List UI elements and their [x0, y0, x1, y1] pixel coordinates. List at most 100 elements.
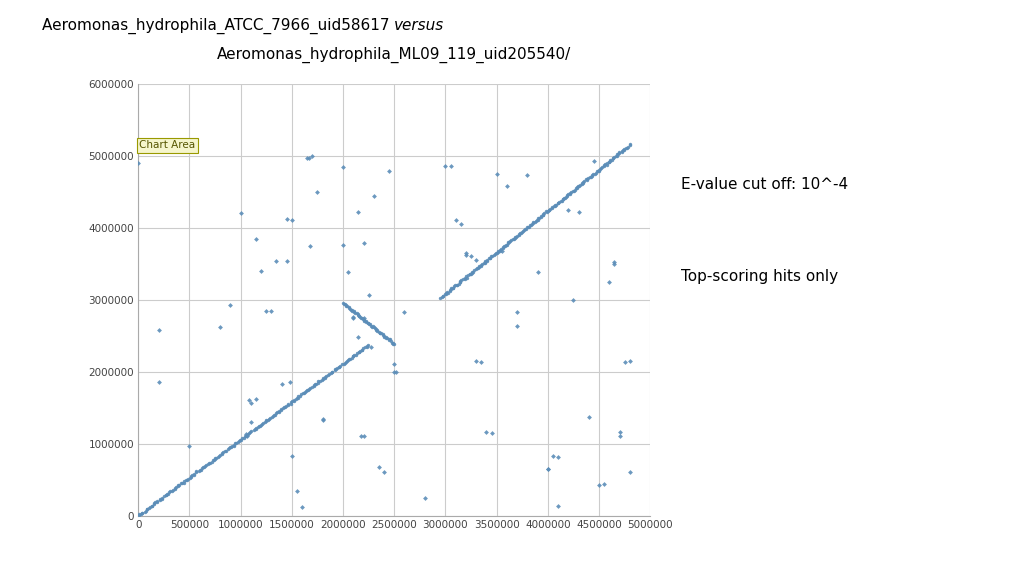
Point	[481, 253, 498, 263]
Point	[297, 387, 313, 396]
Point	[268, 256, 285, 265]
Point	[457, 273, 473, 282]
Point	[173, 479, 189, 488]
Point	[417, 494, 433, 503]
Point	[462, 270, 478, 279]
Point	[289, 395, 305, 404]
Point	[565, 187, 582, 196]
Point	[167, 484, 183, 494]
Point	[338, 301, 354, 310]
Point	[381, 335, 397, 344]
Point	[536, 210, 552, 219]
Point	[486, 250, 503, 259]
Point	[570, 208, 587, 217]
Point	[622, 140, 638, 149]
Point	[157, 492, 173, 501]
Point	[477, 257, 494, 267]
Point	[437, 162, 454, 171]
Point	[286, 396, 302, 406]
Point	[154, 494, 170, 503]
Point	[385, 339, 401, 348]
Point	[371, 463, 387, 472]
Point	[340, 303, 356, 312]
Point	[206, 456, 222, 465]
Point	[248, 234, 264, 244]
Point	[366, 323, 382, 332]
Point	[191, 466, 208, 475]
Point	[276, 402, 293, 411]
Point	[300, 385, 316, 395]
Point	[324, 367, 340, 377]
Point	[610, 150, 627, 159]
Point	[351, 313, 368, 322]
Point	[590, 167, 606, 176]
Point	[529, 267, 546, 276]
Point	[617, 143, 634, 153]
Point	[151, 326, 167, 335]
Point	[241, 428, 257, 437]
Point	[312, 376, 329, 385]
Point	[606, 260, 623, 269]
Point	[458, 248, 474, 257]
Point	[283, 397, 299, 407]
Point	[314, 374, 331, 384]
Point	[525, 218, 542, 227]
Point	[492, 246, 508, 255]
Point	[585, 170, 601, 179]
Point	[479, 255, 496, 264]
Point	[243, 417, 259, 426]
Point	[222, 443, 239, 452]
Point	[161, 488, 177, 497]
Point	[174, 479, 190, 488]
Point	[396, 308, 413, 317]
Point	[266, 410, 283, 419]
Point	[375, 329, 391, 339]
Point	[608, 151, 625, 160]
Point	[313, 376, 330, 385]
Point	[349, 310, 366, 320]
Point	[434, 293, 451, 302]
Point	[354, 345, 371, 354]
Point	[616, 145, 633, 154]
Point	[331, 363, 347, 372]
Text: Chart Area: Chart Area	[139, 141, 196, 150]
Point	[233, 435, 250, 444]
Point	[232, 209, 249, 218]
Point	[349, 310, 366, 319]
Point	[383, 336, 399, 346]
Point	[197, 463, 213, 472]
Point	[351, 347, 368, 357]
Point	[226, 439, 243, 448]
Point	[519, 170, 536, 180]
Point	[341, 354, 357, 363]
Point	[601, 278, 617, 287]
Point	[477, 259, 494, 268]
Point	[524, 219, 541, 228]
Point	[535, 211, 551, 220]
Point	[241, 396, 257, 405]
Point	[251, 421, 267, 430]
Point	[197, 462, 213, 471]
Point	[600, 158, 616, 167]
Point	[441, 287, 458, 296]
Point	[284, 215, 300, 224]
Point	[378, 333, 394, 342]
Point	[202, 458, 218, 467]
Point	[150, 497, 166, 506]
Point	[171, 480, 187, 489]
Point	[498, 240, 514, 249]
Point	[259, 415, 275, 425]
Point	[545, 452, 561, 461]
Point	[141, 502, 158, 511]
Point	[350, 332, 367, 342]
Point	[314, 373, 331, 382]
Point	[188, 467, 205, 476]
Point	[286, 395, 302, 404]
Point	[304, 382, 321, 391]
Point	[541, 205, 557, 214]
Point	[367, 324, 383, 333]
Point	[372, 328, 388, 338]
Point	[238, 431, 254, 441]
Point	[360, 291, 377, 300]
Point	[386, 367, 402, 377]
